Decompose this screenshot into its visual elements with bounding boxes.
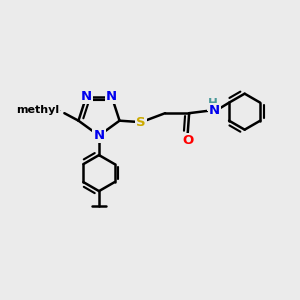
Text: O: O (182, 134, 193, 147)
Text: N: N (81, 90, 92, 103)
Text: N: N (106, 90, 117, 103)
Text: S: S (136, 116, 146, 129)
Text: N: N (93, 129, 105, 142)
Text: methyl: methyl (56, 110, 61, 111)
Text: methyl: methyl (16, 105, 59, 115)
Text: N: N (209, 104, 220, 117)
Text: H: H (208, 97, 218, 110)
